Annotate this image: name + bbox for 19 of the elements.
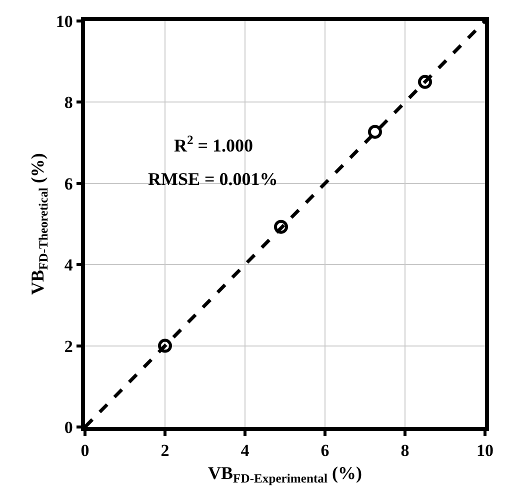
point xyxy=(158,338,172,353)
x-tick-label: 8 xyxy=(400,441,410,460)
x-axis-title: VB$_{FD-Experimental}$ (%) xyxy=(208,462,362,486)
x-tick-label: 6 xyxy=(320,441,330,460)
x-tick-label: 0 xyxy=(80,441,90,460)
x-tick-label: 10 xyxy=(476,441,494,460)
annotation: R$^{2}$ = 1.000 xyxy=(174,133,254,156)
x-tick-label: 4 xyxy=(240,441,250,460)
point xyxy=(368,124,382,139)
annotation: RMSE = 0.001% xyxy=(148,169,278,189)
y-tick-label: 0 xyxy=(64,418,73,437)
point xyxy=(418,74,432,89)
y-tick-label: 4 xyxy=(64,256,74,275)
y-tick-label: 10 xyxy=(56,12,73,31)
y-tick-label: 8 xyxy=(64,93,73,112)
y-tick-label: 2 xyxy=(64,336,73,356)
y-tick-label: 6 xyxy=(64,174,73,194)
point xyxy=(274,220,288,234)
x-tick-label: 2 xyxy=(160,441,170,460)
